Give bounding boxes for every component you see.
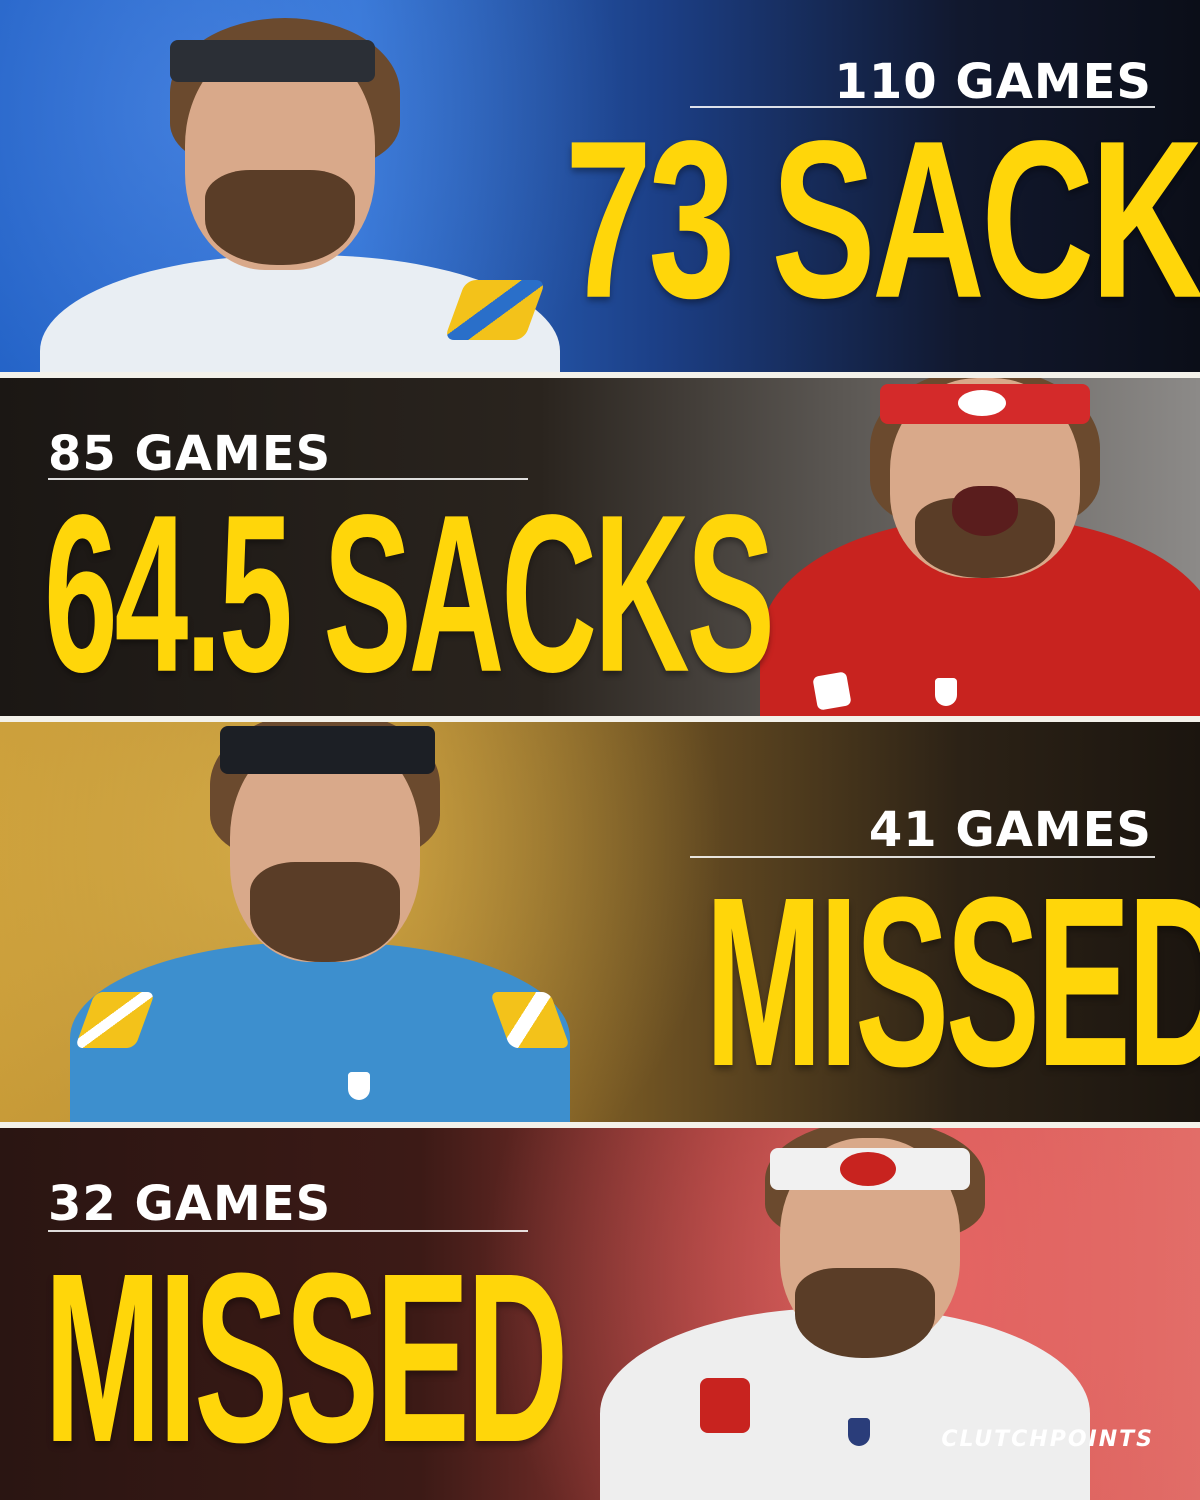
panel-4: 32 GAMES MISSED CLUTCHPOINTS <box>0 1128 1200 1500</box>
games-label: 32 GAMES <box>48 1176 332 1232</box>
player-photo-chargers-white <box>20 0 580 372</box>
nfl-shield-icon <box>348 1072 370 1100</box>
stat-label: 64.5 SACKS <box>44 468 775 716</box>
49ers-logo-icon <box>840 1152 896 1186</box>
stat-label: MISSED <box>705 847 1200 1118</box>
games-label: 110 GAMES <box>834 54 1152 110</box>
beard <box>205 170 355 265</box>
captain-patch-icon <box>700 1378 750 1433</box>
divider-rule <box>690 106 1155 108</box>
beard <box>250 862 400 962</box>
games-label: 85 GAMES <box>48 426 332 482</box>
games-label: 41 GAMES <box>868 802 1152 858</box>
watermark-logo: CLUTCHPOINTS <box>941 1427 1154 1452</box>
panel-divider <box>0 1122 1200 1128</box>
panel-3: 41 GAMES MISSED <box>0 722 1200 1122</box>
divider-rule <box>48 478 528 480</box>
headband <box>220 726 435 774</box>
nfl-shield-icon <box>848 1418 870 1446</box>
stat-label: 73 SACKS <box>565 94 1200 346</box>
panel-divider <box>0 716 1200 722</box>
captain-patch-icon <box>812 671 852 711</box>
divider-rule <box>690 856 1155 858</box>
stat-label: MISSED <box>44 1223 568 1494</box>
player-photo-chargers-blue <box>60 722 580 1122</box>
panel-divider <box>0 372 1200 378</box>
49ers-logo-icon <box>958 390 1006 416</box>
open-mouth <box>952 486 1018 536</box>
player-photo-49ers-red <box>720 378 1200 716</box>
nfl-shield-icon <box>935 678 957 706</box>
divider-rule <box>48 1230 528 1232</box>
panel-2: 85 GAMES 64.5 SACKS <box>0 378 1200 716</box>
headband <box>170 40 375 82</box>
jersey-powder-blue <box>70 942 570 1122</box>
player-photo-49ers-white <box>590 1128 1110 1500</box>
beard <box>795 1268 935 1358</box>
panel-1: 110 GAMES 73 SACKS <box>0 0 1200 372</box>
